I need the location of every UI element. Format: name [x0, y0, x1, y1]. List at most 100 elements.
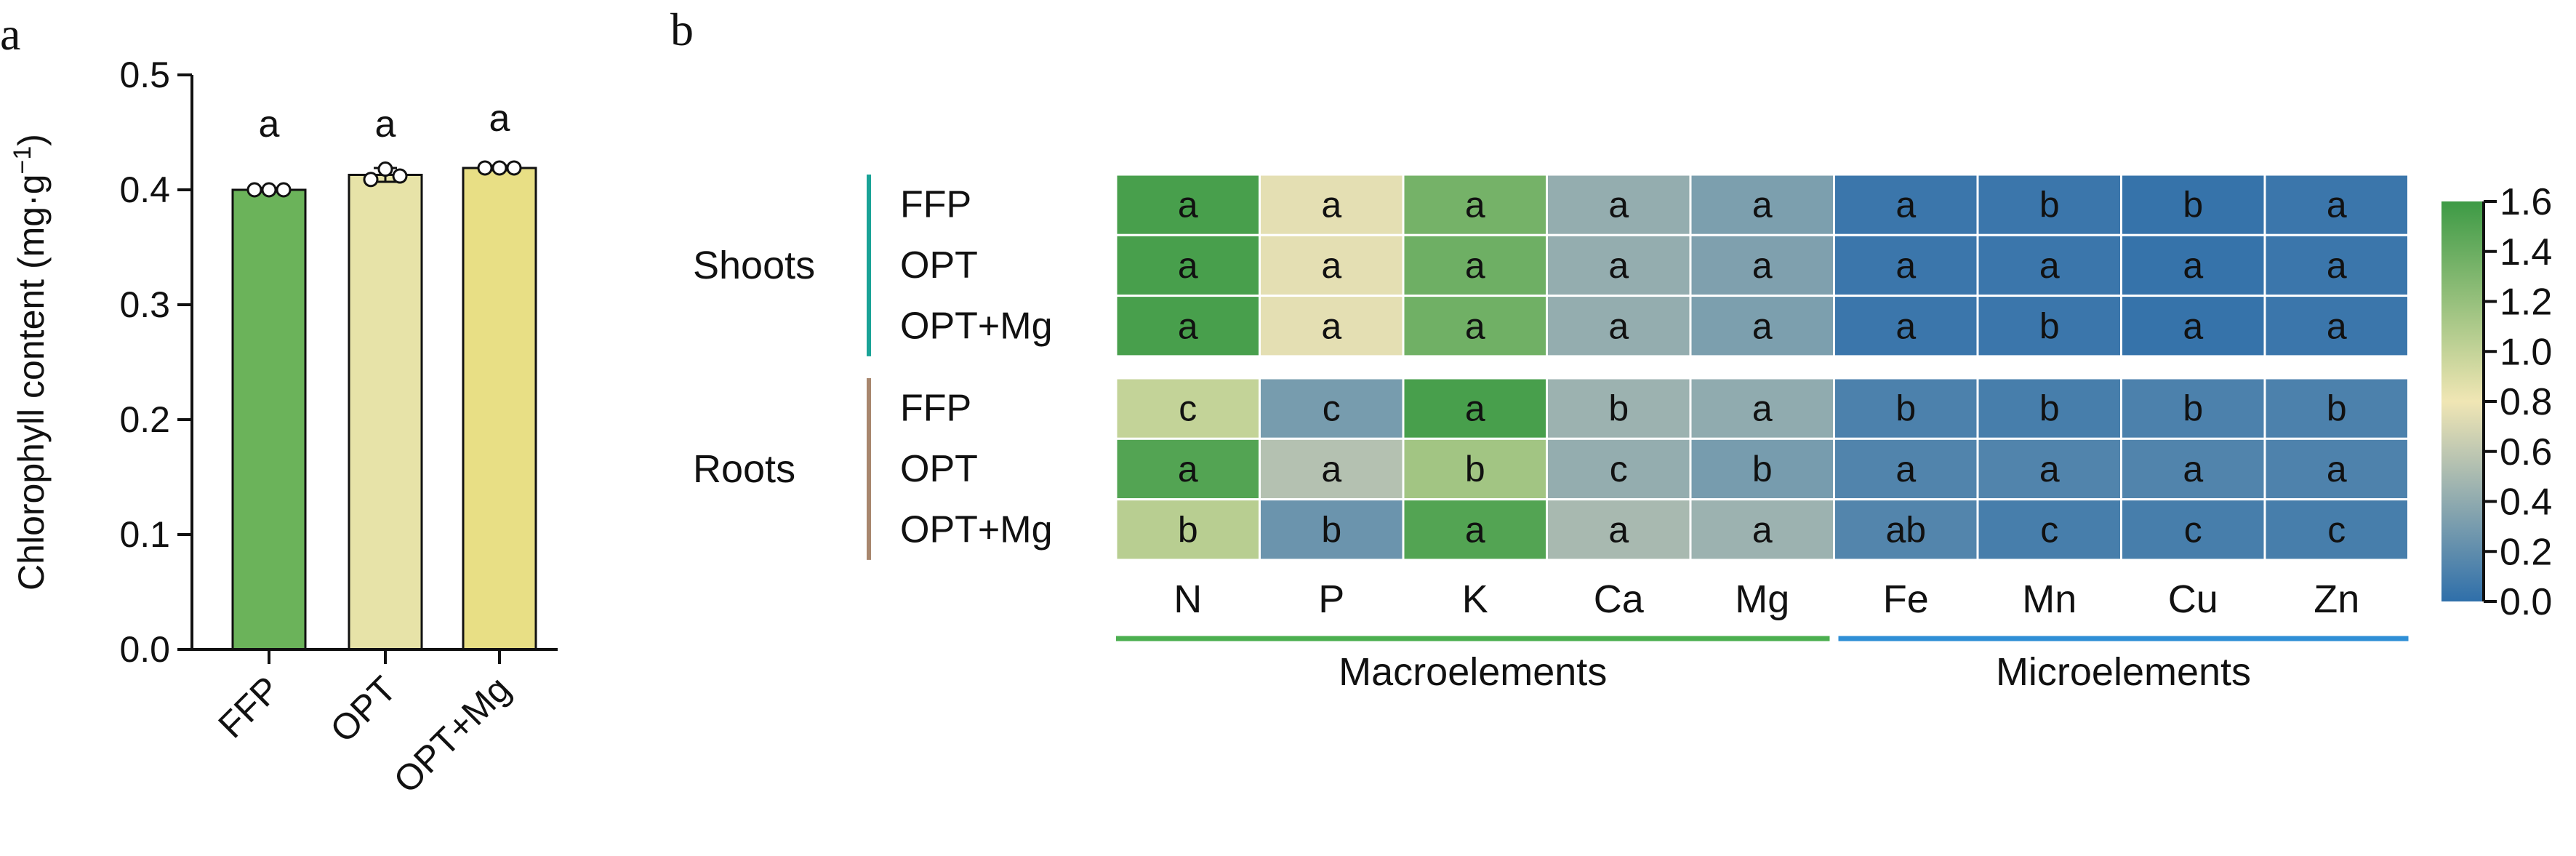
heatmap-group-label: Shoots: [693, 244, 815, 287]
colorbar-tick-label: 0.0: [2500, 581, 2552, 623]
heatmap-cell-letter: a: [1178, 245, 1198, 286]
heatmap-category-label: Microelements: [1996, 650, 2251, 694]
heatmap-cell: [1833, 498, 1979, 561]
heatmap-cell: [1689, 498, 1835, 561]
heatmap-cell: [1402, 377, 1548, 440]
bar-data-point: [276, 182, 292, 198]
heatmap-cell-letter: a: [1752, 185, 1773, 225]
heatmap-cell: [2263, 295, 2410, 358]
colorbar-tick-label: 1.6: [2500, 181, 2552, 223]
heatmap-cell-letter: a: [1895, 305, 1916, 346]
heatmap-group-label: Roots: [693, 447, 795, 491]
heatmap-column-label: N: [1173, 577, 1202, 621]
heatmap-column-labels: N P K Ca Mg Fe Mn Cu Zn: [1173, 577, 2359, 621]
heatmap-cell: [2263, 498, 2410, 561]
colorbar-tick-label: 1.4: [2500, 231, 2552, 273]
bar-data-point: [246, 182, 262, 198]
panel-b-label: b: [670, 4, 694, 55]
heatmap-cell: [1259, 377, 1405, 440]
heatmap-cell-letter: a: [1178, 305, 1198, 346]
bar-y-ticks: 0.0 0.1 0.2 0.3 0.4 0.5: [119, 55, 192, 670]
heatmap-row-label: OPT+Mg: [900, 508, 1053, 551]
heatmap-cell-letter: b: [1178, 509, 1198, 550]
heatmap-row-label: OPT: [900, 448, 978, 490]
heatmap-column-label: K: [1462, 577, 1488, 621]
bar: [462, 167, 537, 651]
heatmap-cell: [2263, 173, 2410, 236]
heatmap-cell-letter: a: [1608, 305, 1629, 346]
panel-a-label: a: [0, 8, 20, 60]
heatmap-cell: [2120, 498, 2266, 561]
heatmap-cell: [1833, 377, 1979, 440]
heatmap-cell-letter: a: [2327, 305, 2347, 346]
heatmap-cell-letter: c: [1179, 388, 1197, 429]
heatmap-cell-letter: a: [1465, 185, 1485, 225]
heatmap-cell-letter: a: [1178, 449, 1198, 489]
heatmap-cell-letter: a: [1752, 305, 1773, 346]
heatmap-cell: [1833, 437, 1979, 501]
bar-y-tick-label: 0.3: [119, 284, 170, 325]
colorbar-ticks: 0.0 0.2 0.4 0.6 0.8 1.0 1.2 1.4 1.6: [2482, 181, 2552, 623]
bar-x-tick-label: FFP: [210, 668, 287, 745]
heatmap-cell: [1546, 437, 1692, 501]
heatmap-category-label: Macroelements: [1339, 650, 1607, 694]
heatmap-column-label: Mn: [2022, 577, 2077, 621]
bar-y-tick-label: 0.4: [119, 169, 170, 210]
bar-data-point: [491, 160, 507, 176]
heatmap-cell-letter: a: [2039, 245, 2060, 286]
colorbar-tick-label: 0.2: [2500, 531, 2552, 573]
heatmap-cell: [1259, 173, 1405, 236]
heatmap-cell-letter: a: [1321, 449, 1341, 489]
heatmap-cell-letter: a: [2183, 245, 2203, 286]
heatmap-cell-letter: b: [2183, 185, 2203, 225]
heatmap-cell: [1115, 498, 1261, 561]
heatmap-cell-letter: a: [1608, 245, 1629, 286]
heatmap-cell-letter: a: [1895, 185, 1916, 225]
colorbar: 0.0 0.2 0.4 0.6 0.8 1.0 1.2 1.4 1.6: [2441, 181, 2552, 623]
heatmap-cell: [1259, 295, 1405, 358]
heatmap-cell: [1689, 295, 1835, 358]
bar: [231, 188, 307, 651]
heatmap-cell-letter: c: [2327, 509, 2346, 550]
heatmap-cell-letter: a: [1752, 388, 1773, 429]
heatmap-cell-letter: a: [1895, 449, 1916, 489]
heatmap-cell-letter: a: [1465, 388, 1485, 429]
heatmap-row-label: OPT+Mg: [900, 305, 1053, 347]
heatmap-cell: [2120, 295, 2266, 358]
heatmap-cell-letter: b: [2039, 305, 2060, 346]
colorbar-gradient: [2441, 201, 2484, 601]
heatmap-cell-letter: a: [1178, 185, 1198, 225]
heatmap-column-label: Zn: [2314, 577, 2359, 621]
heatmap-column-label: Mg: [1735, 577, 1789, 621]
heatmap-cell-letter: b: [2039, 388, 2060, 429]
heatmap-cell-letter: b: [2183, 388, 2203, 429]
heatmap-cell-letter: a: [1752, 245, 1773, 286]
bar: [348, 173, 423, 651]
heatmap-cell: [1976, 377, 2122, 440]
heatmap-category-labels: Macroelements Microelements: [1116, 636, 2409, 694]
bar-y-tick-label: 0.5: [119, 55, 170, 95]
heatmap-cell: [1259, 233, 1405, 297]
heatmap-cell: [2263, 233, 2410, 297]
colorbar-tick-label: 0.4: [2500, 481, 2552, 524]
bar-x-tick-label: OPT: [322, 668, 404, 750]
heatmap-letters: a a a a a a b b aa a a a a a a a aa a a a a a b a ac c a b a b b b ba a b c…: [1178, 185, 2347, 551]
heatmap-cell: [1976, 233, 2122, 297]
heatmap-cell: [1115, 233, 1261, 297]
heatmap-cell-letter: a: [2327, 449, 2347, 489]
bar-data-point: [392, 168, 408, 184]
heatmap-cell-letter: a: [1321, 185, 1341, 225]
heatmap-column-label: Ca: [1594, 577, 1645, 621]
heatmap-cell-letter: a: [1321, 245, 1341, 286]
heatmap-column-label: Cu: [2168, 577, 2218, 621]
heatmap-cell-letter: a: [1608, 185, 1629, 225]
heatmap-cell-letter: a: [1465, 305, 1485, 346]
heatmap-cell: [1546, 498, 1692, 561]
heatmap-cell-letter: b: [1895, 388, 1916, 429]
heatmap-cell: [2120, 173, 2266, 236]
heatmap-row-labels: FFP OPT OPT+Mg FFP OPT OPT+Mg: [900, 184, 1053, 551]
heatmap-cell: [1259, 498, 1405, 561]
heatmap-row-label: FFP: [900, 184, 971, 226]
